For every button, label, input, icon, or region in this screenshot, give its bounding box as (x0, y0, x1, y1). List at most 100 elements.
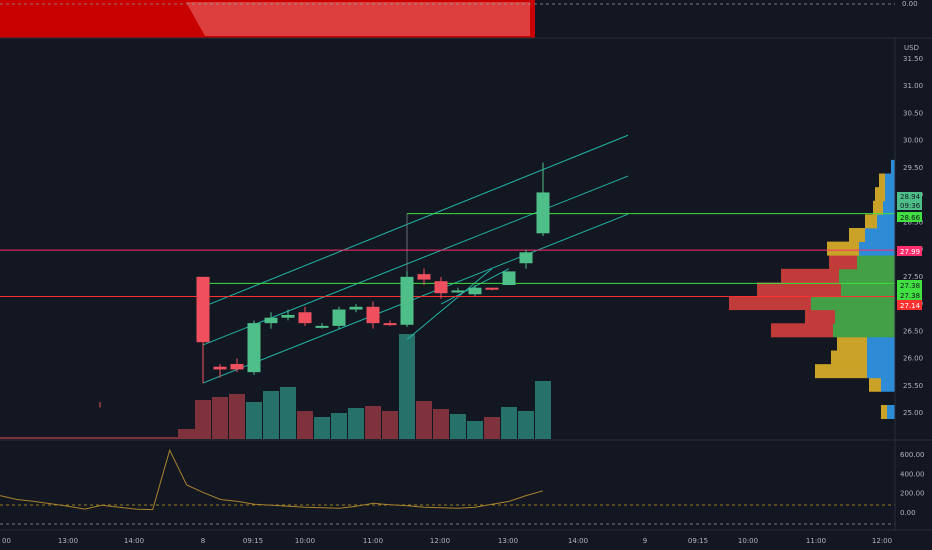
channel-line[interactable] (202, 213, 629, 384)
volume-profile-bar-green (839, 268, 895, 283)
volume-profile-bar-blue (883, 200, 895, 215)
time-tick: 12:00 (430, 537, 450, 545)
volume-profile-bar-green (835, 309, 895, 324)
candle-body (451, 290, 465, 293)
indicator-tick: 0.00 (900, 509, 916, 517)
level-tag-red-text: 27.14 (900, 302, 921, 310)
time-tick: 12:00 (872, 537, 892, 545)
level-tag-pink-text: 27.99 (900, 248, 920, 256)
volume-bar (467, 421, 483, 439)
time-tick: 13:00 (58, 537, 78, 545)
price-ticks: 31.5031.0030.5030.0029.5029.0028.5028.00… (903, 55, 923, 417)
volume-bar (0, 437, 178, 439)
volume-bar (382, 411, 398, 439)
candle-body (264, 317, 278, 324)
price-tick: 30.00 (903, 137, 923, 145)
volume-profile-bar-gold (869, 377, 881, 392)
price-tick: 27.50 (903, 273, 923, 281)
volume-profile-bar-gold (865, 214, 877, 229)
candle-body (536, 192, 550, 234)
candle-body (213, 366, 227, 370)
volume-profile-bar-blue (865, 228, 895, 242)
time-tick: 11:00 (806, 537, 826, 545)
candle-body (468, 287, 482, 295)
candle-body (383, 323, 397, 326)
indicator-tick: 600.00 (900, 451, 925, 459)
last-price: 28.94 (900, 193, 921, 201)
volume-profile-bar-blue (885, 173, 895, 188)
volume-bar (416, 401, 432, 439)
trend-channel[interactable] (202, 134, 629, 384)
time-tick: 10:00 (295, 537, 315, 545)
level-tag-green-upper-text: 28.66 (900, 214, 921, 222)
candle-body (230, 363, 244, 370)
horizontal-levels[interactable] (0, 213, 895, 297)
candle-body (315, 325, 329, 328)
candle-body (417, 274, 431, 280)
volume-bar (365, 406, 381, 439)
volume-bar (501, 407, 517, 439)
level-tag-red (897, 300, 922, 310)
time-tick: 14:00 (124, 537, 144, 545)
price-tick: 29.50 (903, 164, 923, 172)
bottom-indicator-pane[interactable]: 600.00 400.00 200.00 0.00 (0, 439, 932, 530)
indicator-line (0, 448, 544, 511)
level-tag-green-lower (897, 280, 922, 290)
volume-profile-bar-green (857, 255, 895, 270)
level-tag-pink (897, 246, 922, 256)
volume-bar (348, 408, 364, 439)
price-tick: 25.00 (903, 409, 923, 417)
last-price-tag (897, 192, 922, 201)
currency-label: USD (904, 44, 919, 52)
volume-bar (433, 409, 449, 439)
price-tick: 26.00 (903, 355, 923, 363)
volume-profile-bar-blue (885, 187, 895, 202)
time-axis[interactable]: 00 13:00 14:00 8 09:15 10:00 11:00 12:00 13:00 14… (0, 529, 932, 545)
volume-bar (297, 411, 313, 439)
volume-bar (195, 400, 211, 439)
volume-bar (263, 391, 279, 439)
channel-line[interactable] (202, 175, 629, 346)
price-pane[interactable] (0, 134, 895, 439)
volume-bar (246, 402, 262, 439)
volume-bar (484, 417, 500, 439)
candle-body (196, 276, 210, 343)
indicator-tick: 400.00 (900, 470, 925, 478)
volume-profile-bar-gold (849, 228, 865, 242)
indicator-tick: 200.00 (900, 490, 925, 498)
candle-body (298, 312, 312, 324)
volume-profile-bar-gold (875, 187, 885, 202)
volume-bar (450, 414, 466, 439)
candle-body (349, 306, 363, 310)
price-axis[interactable]: USD 31.5031.0030.5030.0029.5029.0028.502… (894, 38, 923, 440)
volume-profile-bar-blue (877, 214, 895, 229)
top-indicator-pane: 0.00 (0, 0, 932, 39)
level-tag-green-lower-text: 27.38 (900, 282, 920, 290)
volume-profile-bar-gold (815, 364, 867, 379)
top-axis-label: 0.00 (902, 0, 918, 8)
time-tick: 8 (201, 537, 205, 545)
volume-bar (212, 397, 228, 439)
volume-bar (280, 387, 296, 439)
time-tick: 13:00 (498, 537, 518, 545)
time-tick: 00 (2, 537, 11, 545)
channel-line[interactable] (202, 134, 629, 308)
volume-profile-bar-red (757, 282, 841, 297)
volume-profile-bar-red (781, 268, 839, 283)
level-tag-green-lower-2-text: 27.38 (900, 292, 920, 300)
time-tick: 9 (643, 537, 647, 545)
candle-body (400, 276, 414, 325)
price-tick: 31.00 (903, 82, 923, 90)
time-tick: 10:00 (738, 537, 758, 545)
candle-body (502, 271, 516, 286)
volume-profile-bar-gold (879, 173, 885, 188)
volume-profile-bar-green (841, 282, 895, 297)
price-tick: 25.50 (903, 382, 923, 390)
candle-body (281, 314, 295, 318)
volume-bar (331, 413, 347, 439)
channel-line[interactable] (406, 268, 493, 340)
volume-profile-bar-blue (867, 350, 895, 365)
candle-body (247, 323, 261, 373)
volume-profile-bar-blue (859, 241, 895, 256)
